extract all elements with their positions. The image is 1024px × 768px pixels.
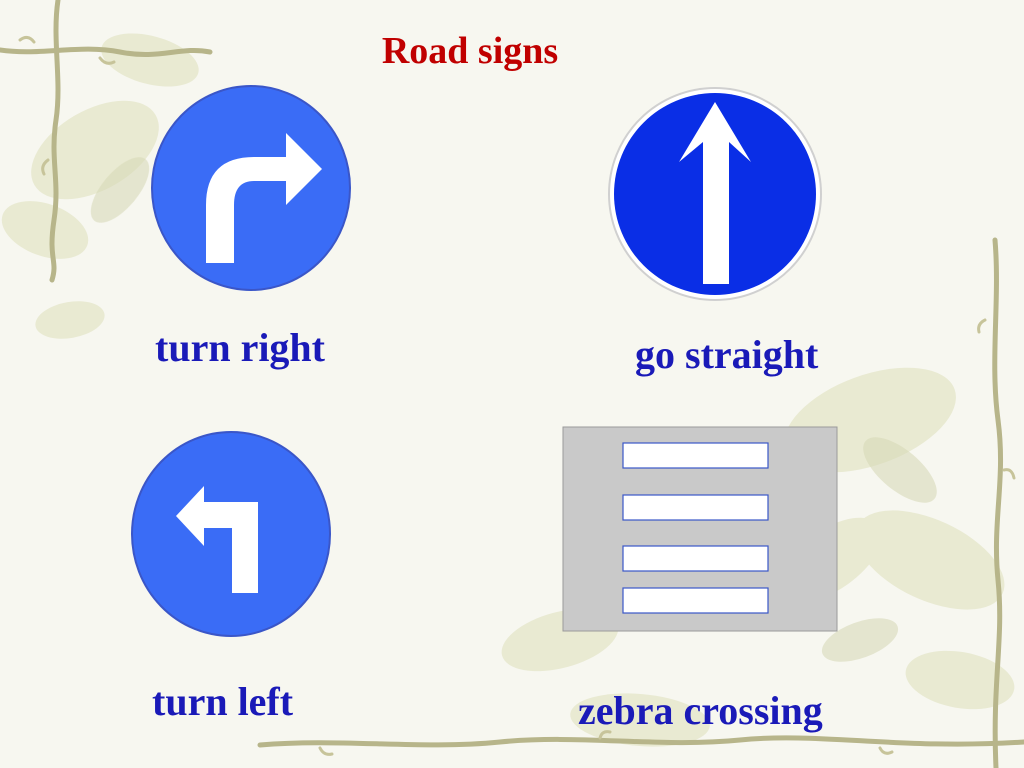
zebra-crossing-caption: zebra crossing (578, 688, 823, 733)
go-straight-sign (608, 87, 822, 301)
turn-left-caption: turn left (152, 679, 294, 724)
turn-left-sign (131, 431, 331, 637)
turn-right-caption: turn right (155, 325, 325, 370)
straight-arrow-icon (679, 102, 751, 284)
zebra-crossing-sign (562, 426, 838, 632)
turn-left-arrow-icon (176, 486, 258, 593)
slide-title: Road signs (381, 30, 559, 72)
zebra-crossing-icon (562, 426, 838, 632)
go-straight-caption: go straight (635, 332, 819, 377)
turn-right-sign (151, 85, 351, 291)
turn-right-arrow-icon (206, 133, 322, 263)
